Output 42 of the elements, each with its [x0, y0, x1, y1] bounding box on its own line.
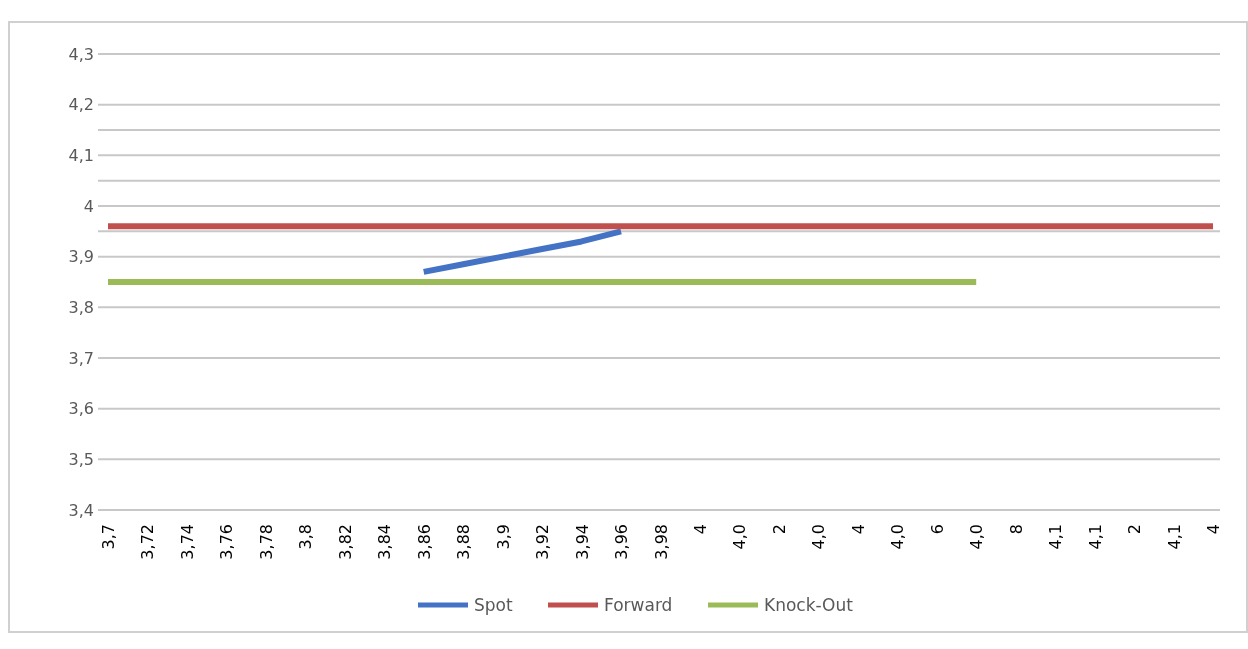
x-tick-label: 8 — [1006, 524, 1026, 535]
x-tick-label: 4,1 — [1085, 524, 1105, 550]
y-tick-label: 4 — [83, 196, 94, 216]
x-tick-label: 3,9 — [493, 524, 513, 550]
x-tick-label: 3,88 — [454, 524, 474, 560]
legend-label: Forward — [604, 594, 673, 615]
x-tick-label: 3,98 — [651, 524, 671, 560]
x-tick-label: 3,78 — [256, 524, 276, 560]
x-tick-label: 4 — [1204, 524, 1223, 535]
x-tick-label: 3,76 — [217, 524, 237, 560]
y-tick-label: 3,7 — [68, 348, 94, 368]
x-tick-label: 3,7 — [99, 524, 118, 550]
x-tick-label: 3,72 — [138, 524, 158, 560]
x-tick-label: 4 — [848, 524, 868, 535]
legend-label: Spot — [474, 594, 513, 615]
y-tick-label: 4,2 — [68, 95, 94, 115]
x-tick-label: 3,92 — [533, 524, 553, 560]
y-tick-label: 3,6 — [68, 399, 94, 419]
x-tick-label: 3,82 — [335, 524, 355, 560]
legend-label: Knock-Out — [764, 594, 854, 615]
x-tick-label: 6 — [927, 524, 947, 535]
y-tick-label: 3,4 — [68, 500, 94, 520]
y-tick-label: 4,1 — [68, 145, 94, 165]
x-tick-label: 3,86 — [414, 524, 434, 560]
x-tick-label: 4,1 — [1164, 524, 1184, 550]
x-tick-label: 2 — [769, 524, 789, 535]
x-tick-label: 4,0 — [730, 524, 750, 550]
x-tick-label: 3,84 — [375, 524, 395, 560]
y-tick-label: 3,5 — [68, 449, 94, 469]
x-tick-label: 4,0 — [967, 524, 987, 550]
y-tick-label: 4,3 — [68, 44, 94, 64]
y-tick-label: 3,8 — [68, 297, 94, 317]
x-tick-label: 3,8 — [296, 524, 316, 550]
x-tick-label: 3,74 — [177, 524, 197, 560]
x-tick-label: 4,0 — [809, 524, 829, 550]
x-tick-label: 3,94 — [572, 524, 592, 560]
x-tick-label: 4 — [690, 524, 710, 535]
x-tick-label: 4,0 — [888, 524, 908, 550]
x-tick-label: 3,96 — [612, 524, 632, 560]
y-tick-label: 3,9 — [68, 247, 94, 267]
x-tick-label: 2 — [1125, 524, 1145, 535]
x-tick-label: 4,1 — [1046, 524, 1066, 550]
